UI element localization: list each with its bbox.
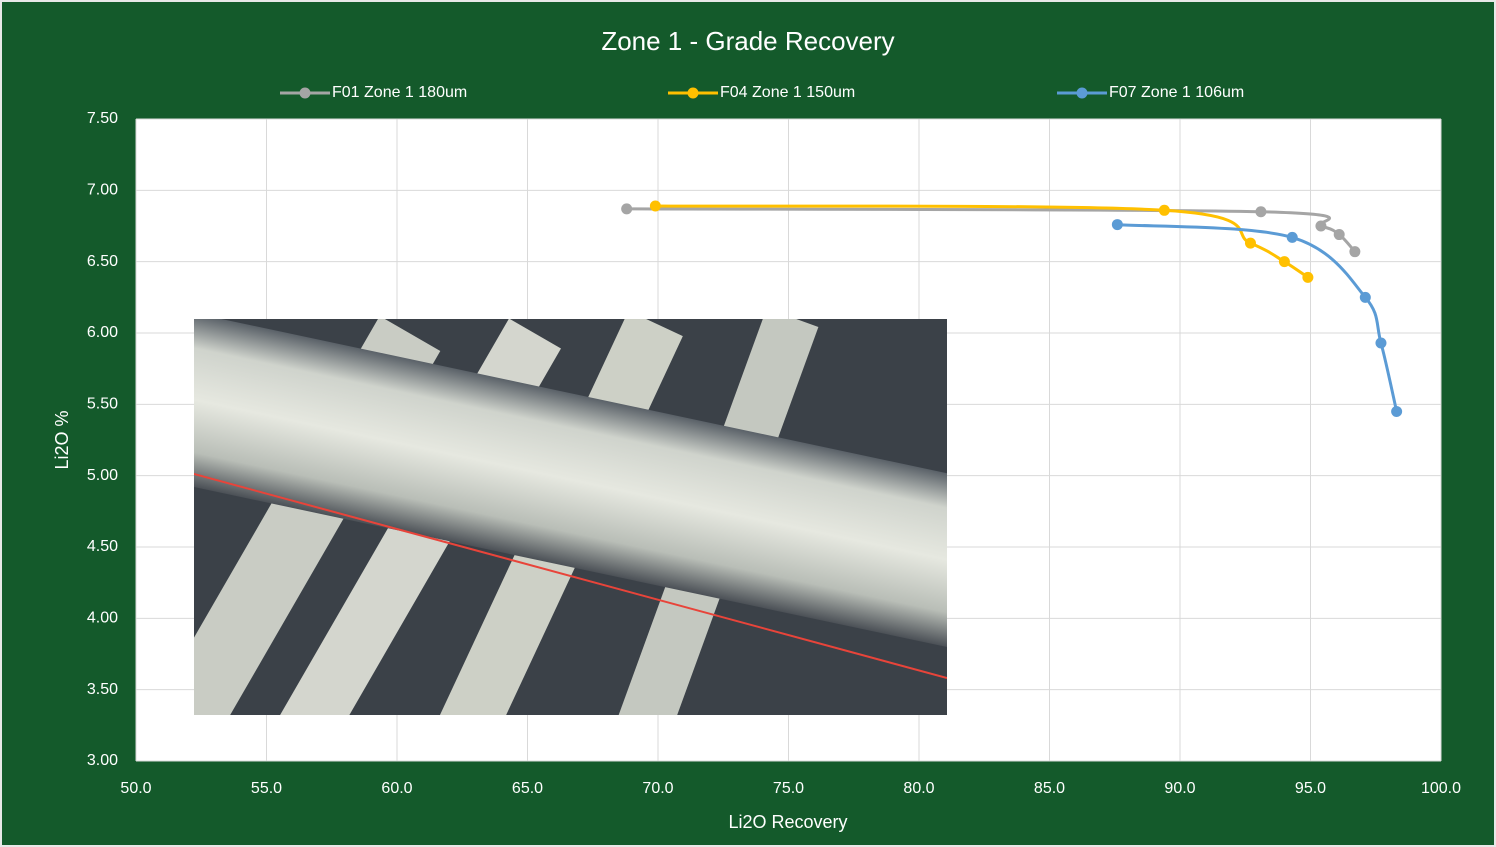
data-point xyxy=(1111,219,1123,231)
data-point xyxy=(1391,405,1403,417)
x-tick-label: 75.0 xyxy=(773,780,804,797)
data-point xyxy=(1359,291,1371,303)
data-point xyxy=(1244,237,1256,249)
legend-label: F04 Zone 1 150um xyxy=(720,84,855,101)
x-axis-label: Li2O Recovery xyxy=(728,812,847,832)
x-tick-label: 70.0 xyxy=(642,780,673,797)
x-tick-label: 60.0 xyxy=(381,780,412,797)
data-point xyxy=(1302,271,1314,283)
y-tick-label: 4.00 xyxy=(87,610,118,627)
data-point xyxy=(1278,256,1290,268)
x-tick-label: 85.0 xyxy=(1034,780,1065,797)
x-tick-label: 90.0 xyxy=(1164,780,1195,797)
legend-label: F01 Zone 1 180um xyxy=(332,84,467,101)
data-point xyxy=(1333,229,1345,241)
y-tick-label: 5.00 xyxy=(87,467,118,484)
x-tick-label: 65.0 xyxy=(512,780,543,797)
data-point xyxy=(1286,231,1298,243)
y-tick-label: 3.00 xyxy=(87,752,118,769)
data-point xyxy=(649,200,661,212)
x-tick-label: 80.0 xyxy=(903,780,934,797)
x-tick-label: 55.0 xyxy=(251,780,282,797)
x-tick-label: 95.0 xyxy=(1295,780,1326,797)
y-tick-label: 5.50 xyxy=(87,396,118,413)
legend-label: F07 Zone 1 106um xyxy=(1109,84,1244,101)
core xyxy=(194,319,947,657)
data-point xyxy=(1375,337,1387,349)
y-tick-label: 3.50 xyxy=(87,681,118,698)
chart-title: Zone 1 - Grade Recovery xyxy=(601,26,894,56)
y-tick-label: 6.00 xyxy=(87,324,118,341)
y-axis-label: Li2O % xyxy=(52,410,72,469)
x-tick-label: 50.0 xyxy=(120,780,151,797)
y-tick-label: 4.50 xyxy=(87,538,118,555)
legend-marker xyxy=(299,87,311,99)
y-tick-label: 6.50 xyxy=(87,253,118,270)
photo xyxy=(194,319,947,715)
photo-content xyxy=(194,319,947,715)
x-tick-label: 100.0 xyxy=(1421,780,1461,797)
core-line xyxy=(194,473,947,679)
y-tick-label: 7.50 xyxy=(87,110,118,127)
legend-marker xyxy=(1076,87,1088,99)
data-point xyxy=(1158,204,1170,216)
data-point xyxy=(1315,220,1327,232)
legend-marker xyxy=(687,87,699,99)
data-point xyxy=(621,203,633,215)
series-line xyxy=(1117,223,1399,412)
data-point xyxy=(1255,206,1267,218)
y-tick-label: 7.00 xyxy=(87,182,118,199)
data-point xyxy=(1349,246,1361,258)
